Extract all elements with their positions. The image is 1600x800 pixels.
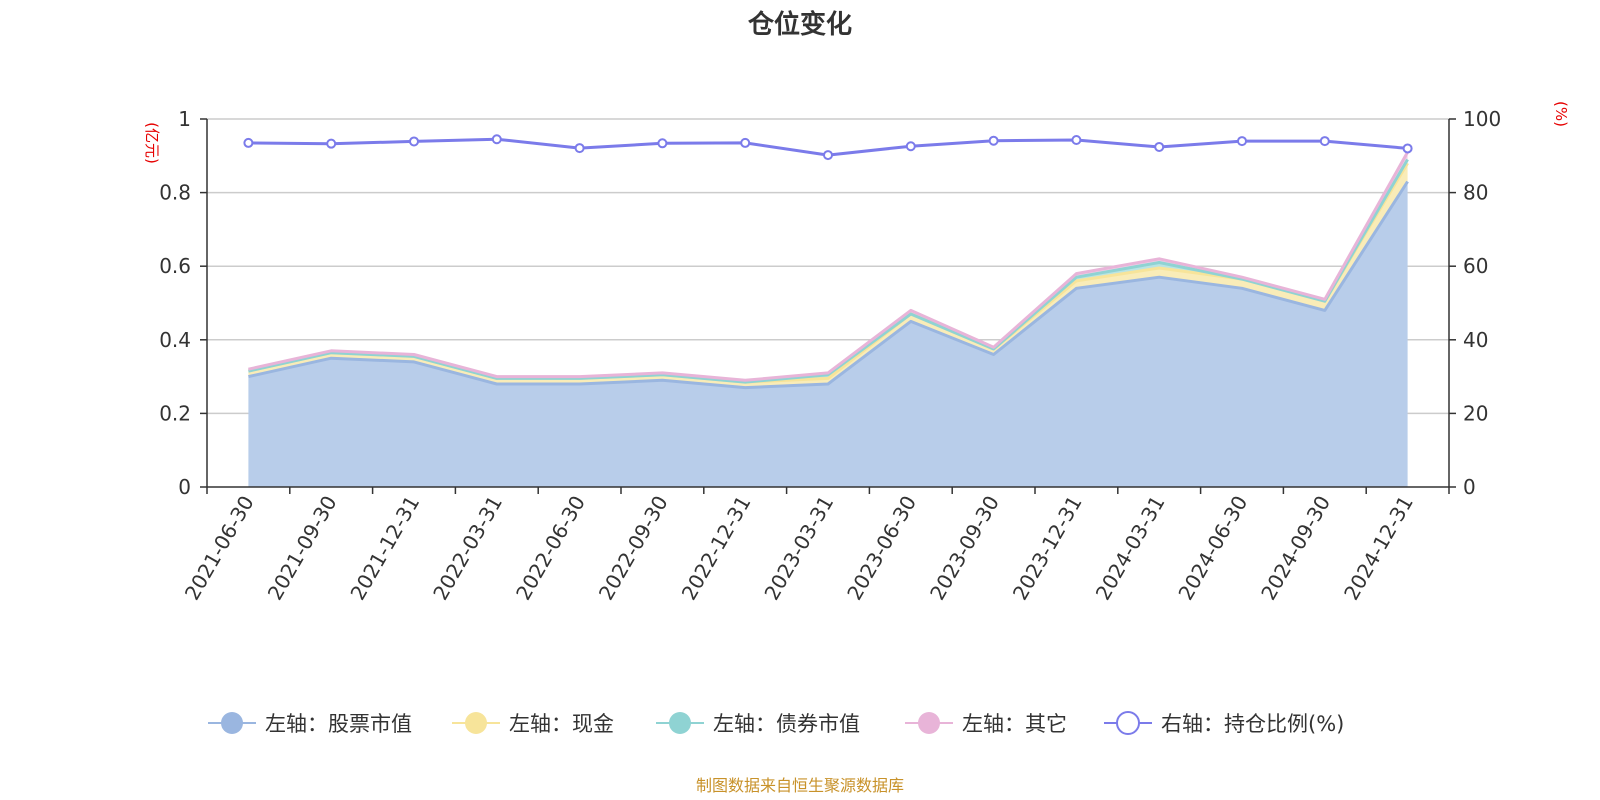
x-axis-tick-label: 2023-12-31 <box>1008 492 1087 605</box>
right-axis-tick-label: 80 <box>1463 181 1488 205</box>
legend-label: 左轴：债券市值 <box>713 712 860 736</box>
ratio-points <box>243 134 1413 161</box>
legend-label: 左轴：股票市值 <box>265 712 412 736</box>
left-axis-tick-label: 0.2 <box>159 401 191 425</box>
area-左轴：现金 <box>248 163 1408 388</box>
legend-label: 左轴：现金 <box>509 712 614 736</box>
right-axis-unit: (%) <box>1552 101 1570 127</box>
ratio-point <box>491 134 502 145</box>
legend-label: 右轴：持仓比例(%) <box>1161 712 1344 736</box>
series-line-左轴：其它 <box>248 151 1409 382</box>
x-axis-tick-label: 2024-12-31 <box>1339 492 1418 605</box>
x-axis-tick-label: 2022-06-30 <box>511 492 590 605</box>
left-axis-tick-label: 1 <box>178 107 191 131</box>
legend-item: 左轴：现金 <box>452 712 614 736</box>
ratio-point <box>243 137 254 148</box>
chart-title: 仓位变化 <box>747 9 852 40</box>
ratio-point <box>574 143 585 154</box>
legend-label: 左轴：其它 <box>962 712 1067 736</box>
x-axis-tick-label: 2021-06-30 <box>180 492 259 605</box>
ratio-point <box>905 141 916 152</box>
right-axis-tick-label: 20 <box>1463 401 1488 425</box>
source-note: 制图数据来自恒生聚源数据库 <box>696 776 904 795</box>
right-axis-tick-label: 60 <box>1463 254 1488 278</box>
x-axis-tick-label: 2023-06-30 <box>842 492 921 605</box>
ratio-point <box>988 135 999 146</box>
legend-item: 右轴：持仓比例(%) <box>1104 711 1344 736</box>
left-axis-tick-label: 0 <box>178 475 191 499</box>
left-axis-unit: (亿元) <box>143 122 161 164</box>
ratio-point <box>1237 136 1247 147</box>
legend-item: 左轴：债券市值 <box>656 712 860 736</box>
x-axis-tick-label: 2021-09-30 <box>263 492 342 605</box>
x-axis-tick-label: 2022-03-31 <box>428 492 507 605</box>
x-axis-tick-label: 2022-09-30 <box>594 492 673 605</box>
legend-item: 左轴：股票市值 <box>208 712 412 736</box>
stacked-areas <box>248 152 1408 487</box>
right-axis-tick-label: 40 <box>1463 328 1488 352</box>
left-axis-tick-label: 0.6 <box>159 254 191 278</box>
x-axis-tick-label: 2024-06-30 <box>1173 492 1252 605</box>
legend-marker <box>465 712 487 734</box>
left-axis-tick-label: 0.8 <box>159 181 191 205</box>
legend-marker <box>221 712 243 734</box>
x-axis-tick-label: 2024-09-30 <box>1256 492 1335 605</box>
legend-item: 左轴：其它 <box>905 712 1067 736</box>
legend-marker <box>669 712 691 734</box>
ratio-point <box>1154 141 1165 152</box>
series-line-左轴：股票市值 <box>248 180 1409 390</box>
ratio-point <box>657 138 668 149</box>
ratio-point <box>326 138 337 149</box>
x-axis-tick-label: 2024-03-31 <box>1091 492 1170 605</box>
x-axis-tick-label: 2023-03-31 <box>759 492 838 605</box>
legend-marker <box>918 712 940 734</box>
ratio-point <box>740 137 751 148</box>
legend: 左轴：股票市值 左轴：现金 左轴：债券市值 左轴：其它 右轴：持仓比例(%) <box>208 711 1344 736</box>
ratio-point <box>409 136 419 147</box>
right-axis-tick-label: 100 <box>1463 107 1501 131</box>
ratio-point <box>1071 134 1082 145</box>
ratio-point <box>823 150 833 161</box>
series-line-左轴：债券市值 <box>248 158 1409 384</box>
legend-marker <box>1116 711 1140 735</box>
ratio-point <box>1402 143 1413 154</box>
ratio-point <box>1319 136 1330 147</box>
left-axis-tick-label: 0.4 <box>159 328 191 352</box>
x-axis-tick-label: 2022-12-31 <box>677 492 756 605</box>
right-axis-tick-label: 0 <box>1463 475 1476 499</box>
x-axis-tick-label: 2023-09-30 <box>925 492 1004 605</box>
x-axis-tick-label: 2021-12-31 <box>345 492 424 605</box>
area-左轴：股票市值 <box>248 181 1408 487</box>
